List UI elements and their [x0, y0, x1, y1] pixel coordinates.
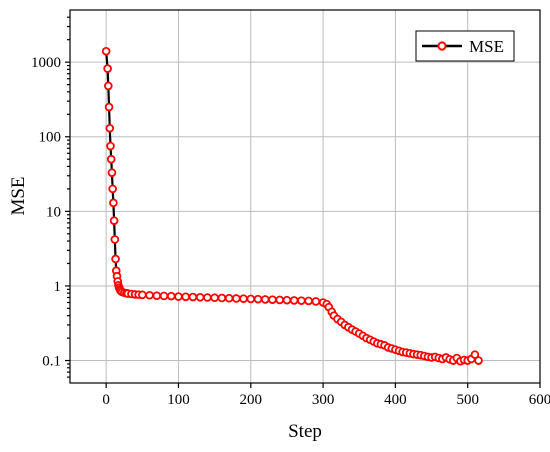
data-point: [210, 293, 219, 303]
data-point: [239, 294, 248, 303]
data-point: [260, 295, 270, 304]
data-point: [106, 141, 115, 151]
data-point: [195, 292, 205, 302]
y-tick-label: 1000: [31, 55, 61, 71]
data-point: [253, 294, 263, 304]
data-point: [311, 297, 321, 306]
data-point: [474, 356, 483, 365]
data-point: [289, 296, 299, 305]
legend-label: MSE: [469, 37, 504, 56]
data-point: [174, 292, 183, 301]
x-tick-label: 200: [240, 392, 263, 408]
data-point: [217, 293, 227, 303]
x-tick-label: 600: [529, 392, 550, 408]
data-point: [275, 295, 284, 305]
data-point: [106, 154, 116, 164]
data-point: [188, 292, 198, 302]
data-point: [297, 296, 306, 305]
x-axis-title: Step: [288, 421, 322, 442]
data-point: [246, 294, 256, 304]
data-point: [224, 293, 234, 303]
plot-frame: [69, 9, 541, 384]
data-point: [268, 295, 277, 304]
data-point: [110, 235, 120, 244]
x-tick-label: 300: [312, 392, 335, 408]
data-point: [101, 46, 111, 56]
data-layer: [101, 46, 483, 366]
data-point: [159, 291, 169, 301]
data-point: [166, 291, 176, 301]
x-tick-label: 500: [456, 392, 479, 408]
y-tick-label: 10: [46, 204, 61, 220]
data-point: [111, 254, 120, 264]
data-point: [203, 293, 212, 302]
data-point: [470, 350, 480, 359]
data-point: [108, 184, 117, 194]
data-point: [103, 64, 112, 73]
data-point: [107, 168, 117, 177]
x-tick-label: 400: [384, 392, 407, 408]
data-point: [104, 102, 114, 112]
data-point: [181, 292, 190, 302]
series-line-mse: [105, 51, 480, 363]
grid-layer: [70, 10, 540, 383]
tick-layer: 0 100 200 300 400 500 600 0.1 1 10 100 1000: [31, 16, 550, 408]
data-point: [304, 296, 313, 306]
data-point: [109, 216, 119, 225]
legend: MSE: [415, 30, 515, 62]
y-axis-title: MSE: [8, 176, 29, 215]
y-tick-label: 0.1: [42, 354, 61, 370]
data-point: [109, 198, 118, 208]
data-point: [138, 290, 147, 300]
x-tick-label: 0: [102, 392, 110, 408]
y-tick-label: 100: [39, 130, 62, 146]
data-point: [232, 294, 241, 303]
data-point: [282, 295, 292, 305]
data-point: [104, 81, 113, 91]
x-tick-label: 100: [167, 392, 190, 408]
legend-marker-sample: [437, 41, 447, 51]
data-point: [145, 290, 154, 300]
data-point: [152, 291, 162, 301]
data-point: [105, 123, 115, 133]
y-tick-label: 1: [54, 279, 62, 295]
